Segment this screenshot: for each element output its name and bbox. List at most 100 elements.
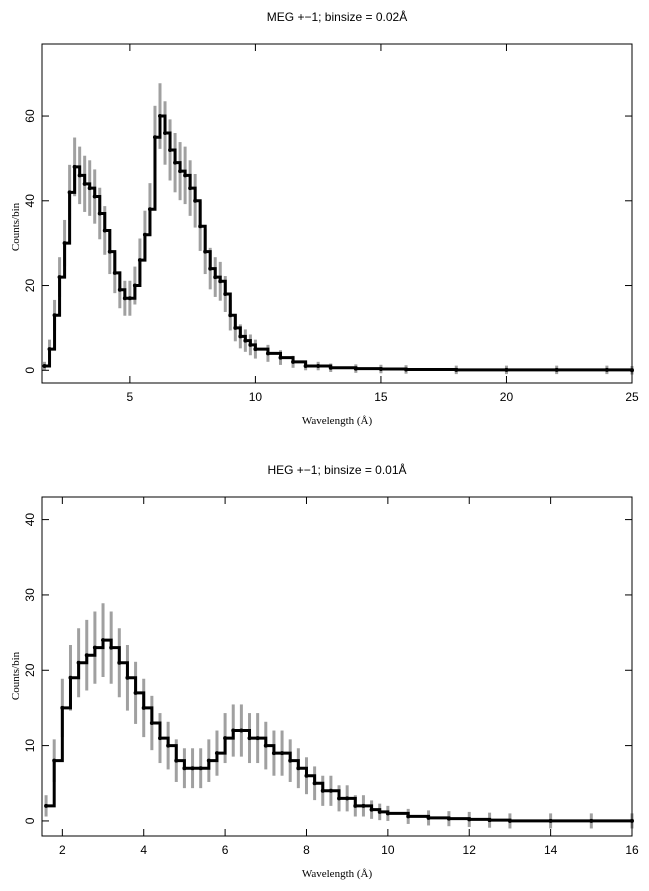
data-point [213, 275, 218, 280]
data-point [223, 736, 228, 741]
data-point [44, 803, 49, 808]
data-point [182, 766, 187, 771]
data-point [231, 728, 236, 733]
data-point [77, 173, 82, 178]
data-point [507, 818, 512, 823]
series-line [44, 114, 634, 372]
data-point [178, 169, 183, 174]
data-point [198, 766, 203, 771]
data-point [320, 788, 325, 793]
data-point [304, 773, 309, 778]
y-tick-label: 40 [23, 194, 37, 208]
x-tick-label: 8 [303, 843, 310, 857]
data-point [263, 743, 268, 748]
x-tick-label: 16 [625, 843, 639, 857]
x-tick-label: 20 [500, 390, 514, 404]
data-point [337, 796, 342, 801]
data-point [158, 114, 162, 119]
data-point [218, 279, 223, 284]
data-point [206, 758, 211, 763]
data-point [198, 224, 203, 229]
data-point [152, 135, 157, 140]
data-point [132, 283, 137, 288]
data-point [312, 781, 317, 786]
data-point [369, 807, 374, 812]
data-point [223, 292, 228, 297]
plot-frame [41, 496, 633, 837]
data-point [67, 190, 72, 195]
data-point [62, 241, 67, 246]
data-point [296, 766, 301, 771]
data-point [102, 228, 107, 233]
data-point [316, 364, 321, 369]
data-point [173, 160, 178, 165]
x-tick-label: 5 [127, 390, 134, 404]
data-point [72, 164, 77, 169]
y-tick-label: 20 [23, 663, 37, 677]
x-tick-label: 6 [222, 843, 229, 857]
data-point [454, 367, 459, 372]
axis-ticks: 2 4 6 8 10 12 14 16 0 10 20 30 40 [23, 497, 639, 857]
data-point [353, 366, 358, 371]
data-point [87, 186, 92, 191]
data-point [107, 249, 112, 254]
data-point [265, 351, 270, 356]
data-point [328, 365, 333, 370]
data-marks [42, 114, 634, 373]
data-point [92, 645, 97, 650]
data-point [52, 758, 57, 763]
data-point [112, 270, 117, 275]
data-point [97, 211, 102, 216]
data-point [361, 803, 366, 808]
meg-panel: MEG +−1; binsize = 0.02Å Wavelength (Å) … [10, 9, 639, 427]
data-point [248, 342, 253, 347]
x-tick-label: 14 [544, 843, 558, 857]
data-point [280, 751, 285, 756]
data-point [193, 198, 198, 203]
data-point [406, 814, 411, 819]
y-tick-label: 0 [23, 817, 37, 824]
data-point [127, 296, 132, 301]
error-bars [43, 83, 634, 375]
y-tick-label: 0 [23, 367, 37, 374]
data-point [278, 355, 283, 360]
data-point [76, 660, 81, 665]
data-point [125, 675, 130, 680]
chart-title: HEG +−1; binsize = 0.01Å [267, 462, 406, 477]
y-tick-label: 10 [23, 739, 37, 753]
axis-ticks: 5 10 15 20 25 0 20 40 60 [23, 44, 639, 404]
data-point [288, 758, 293, 763]
data-point [255, 736, 260, 741]
data-point [183, 173, 188, 178]
data-point [504, 367, 509, 372]
data-point [291, 359, 296, 364]
data-point [589, 818, 594, 823]
data-point [68, 675, 73, 680]
x-axis-label: Wavelength (Å) [302, 415, 373, 427]
y-tick-label: 40 [23, 513, 37, 527]
plot-frame [41, 43, 633, 384]
series-line [46, 638, 632, 823]
x-axis-label: Wavelength (Å) [302, 868, 373, 880]
chart-title: MEG +−1; binsize = 0.02Å [267, 9, 407, 24]
data-point [253, 347, 258, 352]
data-point [57, 275, 62, 280]
data-point [166, 743, 171, 748]
data-point [168, 147, 173, 152]
data-point [203, 249, 208, 254]
data-point [174, 758, 179, 763]
data-point [47, 347, 52, 352]
y-tick-label: 60 [23, 109, 37, 123]
data-point [117, 287, 122, 292]
data-point [554, 367, 559, 372]
data-point [149, 721, 154, 725]
y-axis-label: Counts/bin [10, 202, 22, 251]
data-point [92, 194, 97, 199]
data-point [158, 736, 162, 741]
x-tick-label: 12 [463, 843, 477, 857]
data-point [328, 788, 333, 793]
data-point [247, 736, 252, 741]
x-tick-label: 10 [249, 390, 263, 404]
data-point [239, 728, 244, 733]
data-point [467, 817, 472, 822]
